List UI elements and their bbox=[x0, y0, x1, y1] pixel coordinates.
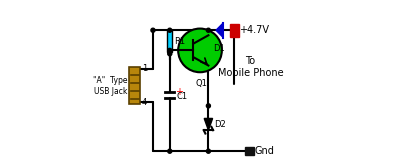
Circle shape bbox=[206, 104, 210, 108]
Text: D1: D1 bbox=[214, 44, 225, 53]
Text: To
Mobile Phone: To Mobile Phone bbox=[218, 56, 283, 78]
Text: 4: 4 bbox=[142, 98, 147, 107]
Circle shape bbox=[206, 149, 210, 153]
Text: Q1: Q1 bbox=[196, 79, 208, 88]
Circle shape bbox=[168, 52, 172, 56]
Polygon shape bbox=[204, 118, 213, 130]
Circle shape bbox=[168, 149, 172, 153]
Circle shape bbox=[206, 28, 210, 32]
Text: 1: 1 bbox=[142, 64, 147, 73]
Circle shape bbox=[178, 29, 222, 72]
Text: D2: D2 bbox=[214, 120, 226, 129]
Bar bbox=[167, 30, 172, 52]
Bar bbox=[245, 147, 254, 155]
Bar bbox=[230, 24, 239, 37]
Text: "A"  Type: "A" Type bbox=[93, 76, 128, 85]
Text: Gnd: Gnd bbox=[255, 146, 274, 156]
Circle shape bbox=[168, 48, 172, 52]
Text: +4.7V: +4.7V bbox=[240, 25, 270, 35]
Circle shape bbox=[168, 28, 172, 32]
Circle shape bbox=[151, 28, 155, 32]
Text: R1: R1 bbox=[174, 37, 185, 46]
Text: C1: C1 bbox=[177, 92, 188, 101]
Bar bbox=[130, 67, 140, 104]
Text: +: + bbox=[175, 87, 183, 97]
Text: USB Jack: USB Jack bbox=[94, 87, 128, 96]
Polygon shape bbox=[216, 24, 223, 37]
